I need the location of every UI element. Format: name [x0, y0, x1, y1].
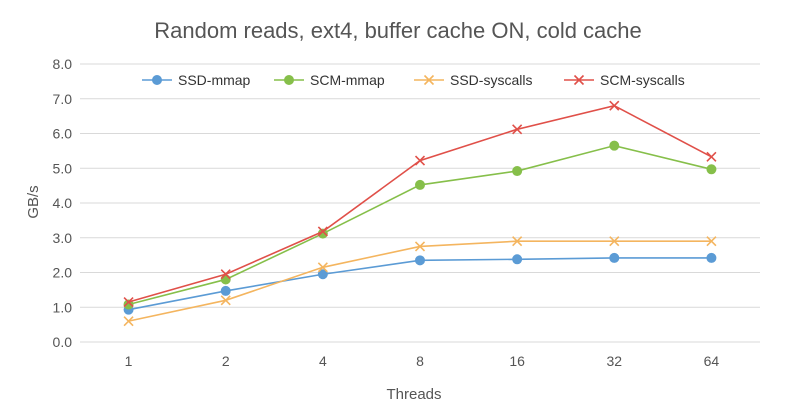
y-axis-ticks: 0.0 1.0 2.0 3.0 4.0 5.0 6.0 7.0 8.0	[53, 56, 73, 350]
legend-marker	[423, 74, 435, 86]
x-tick-label: 8	[416, 353, 424, 369]
data-point-ssd-syscalls	[123, 316, 134, 327]
y-tick-label: 4.0	[53, 195, 73, 211]
data-point-ssd-mmap	[317, 269, 328, 280]
gridlines	[80, 63, 760, 343]
data-point-ssd-syscalls	[512, 236, 523, 247]
legend-label: SSD-syscalls	[450, 72, 532, 88]
data-point-ssd-mmap	[512, 254, 523, 265]
legend-marker	[284, 75, 294, 85]
data-point-scm-mmap	[609, 140, 620, 151]
data-point-ssd-syscalls	[609, 236, 620, 247]
data-point-ssd-mmap	[706, 252, 717, 263]
data-point-scm-syscalls	[706, 151, 717, 162]
y-tick-label: 7.0	[53, 91, 73, 107]
x-tick-label: 16	[509, 353, 525, 369]
data-point-scm-mmap	[706, 164, 717, 175]
legend-item-scm-syscalls: SCM-syscalls	[564, 72, 685, 88]
data-point-scm-syscalls	[220, 269, 231, 280]
legend-marker	[573, 74, 585, 86]
chart-title: Random reads, ext4, buffer cache ON, col…	[154, 18, 642, 43]
x-tick-label: 4	[319, 353, 327, 369]
x-axis-ticks: 1 2 4 8 16 32 64	[125, 353, 720, 369]
data-point-scm-mmap	[512, 166, 523, 177]
legend-item-ssd-mmap: SSD-mmap	[142, 72, 251, 88]
legend-label: SCM-syscalls	[600, 72, 685, 88]
legend-item-scm-mmap: SCM-mmap	[274, 72, 385, 88]
series-scm-mmap	[123, 140, 717, 310]
data-point-ssd-syscalls	[414, 241, 426, 252]
data-point-scm-mmap	[415, 179, 425, 190]
data-point-scm-syscalls	[512, 124, 523, 135]
x-tick-label: 2	[222, 353, 230, 369]
data-point-scm-syscalls	[414, 155, 426, 166]
y-tick-label: 6.0	[53, 126, 73, 142]
series-scm-syscalls	[123, 100, 717, 308]
y-tick-label: 2.0	[53, 265, 73, 281]
legend-label: SCM-mmap	[310, 72, 385, 88]
y-tick-label: 5.0	[53, 160, 73, 176]
legend-marker	[152, 75, 162, 85]
y-tick-label: 0.0	[53, 334, 73, 350]
y-axis-label: GB/s	[25, 185, 42, 218]
data-point-scm-syscalls	[123, 296, 134, 308]
y-tick-label: 8.0	[53, 56, 73, 72]
y-tick-label: 3.0	[53, 230, 73, 246]
y-tick-label: 1.0	[53, 299, 73, 315]
data-point-ssd-mmap	[609, 252, 620, 263]
legend: SSD-mmap SCM-mmap SSD-syscalls SCM-syscalls	[142, 72, 685, 88]
x-tick-label: 32	[606, 353, 622, 369]
x-tick-label: 1	[125, 353, 133, 369]
data-point-ssd-syscalls	[220, 295, 231, 306]
x-tick-label: 64	[704, 353, 720, 369]
data-point-ssd-mmap	[220, 285, 231, 296]
series-line-scm-mmap	[128, 144, 712, 306]
data-point-scm-syscalls	[317, 226, 328, 237]
legend-label: SSD-mmap	[178, 72, 251, 88]
series-ssd-mmap	[123, 252, 717, 315]
series-layer	[123, 100, 717, 327]
data-point-ssd-syscalls	[706, 236, 717, 247]
data-point-ssd-mmap	[415, 255, 425, 266]
legend-item-ssd-syscalls: SSD-syscalls	[414, 72, 532, 88]
x-axis-label: Threads	[386, 386, 441, 403]
data-point-scm-syscalls	[609, 100, 620, 111]
series-ssd-syscalls	[123, 236, 717, 327]
data-point-ssd-syscalls	[317, 262, 328, 273]
